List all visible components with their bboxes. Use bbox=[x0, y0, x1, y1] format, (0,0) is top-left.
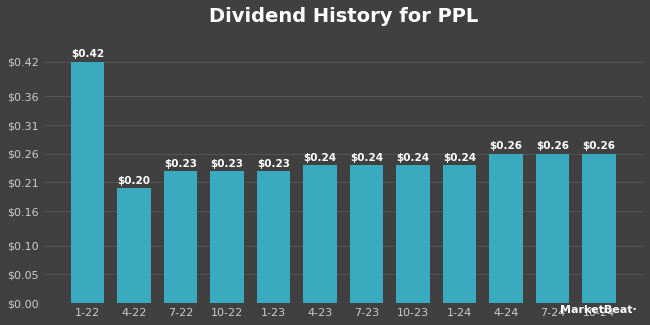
Text: MarketBeat·: MarketBeat· bbox=[560, 305, 637, 315]
Text: $0.23: $0.23 bbox=[257, 159, 290, 169]
Text: $0.42: $0.42 bbox=[71, 49, 104, 59]
Text: $0.26: $0.26 bbox=[536, 141, 569, 151]
Bar bbox=[211, 171, 244, 303]
Bar bbox=[396, 165, 430, 303]
Text: $0.23: $0.23 bbox=[164, 159, 197, 169]
Text: $0.24: $0.24 bbox=[350, 153, 384, 163]
Bar bbox=[582, 154, 616, 303]
Bar bbox=[118, 188, 151, 303]
Text: $0.23: $0.23 bbox=[211, 159, 244, 169]
Text: $0.26: $0.26 bbox=[489, 141, 523, 151]
Text: $0.24: $0.24 bbox=[304, 153, 337, 163]
Bar bbox=[536, 154, 569, 303]
Text: $0.20: $0.20 bbox=[118, 176, 151, 186]
Text: $0.26: $0.26 bbox=[582, 141, 616, 151]
Bar bbox=[304, 165, 337, 303]
Bar bbox=[350, 165, 384, 303]
Bar bbox=[71, 62, 105, 303]
Text: $0.24: $0.24 bbox=[443, 153, 476, 163]
Bar bbox=[164, 171, 198, 303]
Title: Dividend History for PPL: Dividend History for PPL bbox=[209, 7, 478, 26]
Bar bbox=[489, 154, 523, 303]
Text: $0.24: $0.24 bbox=[396, 153, 430, 163]
Bar bbox=[443, 165, 476, 303]
Bar bbox=[257, 171, 291, 303]
